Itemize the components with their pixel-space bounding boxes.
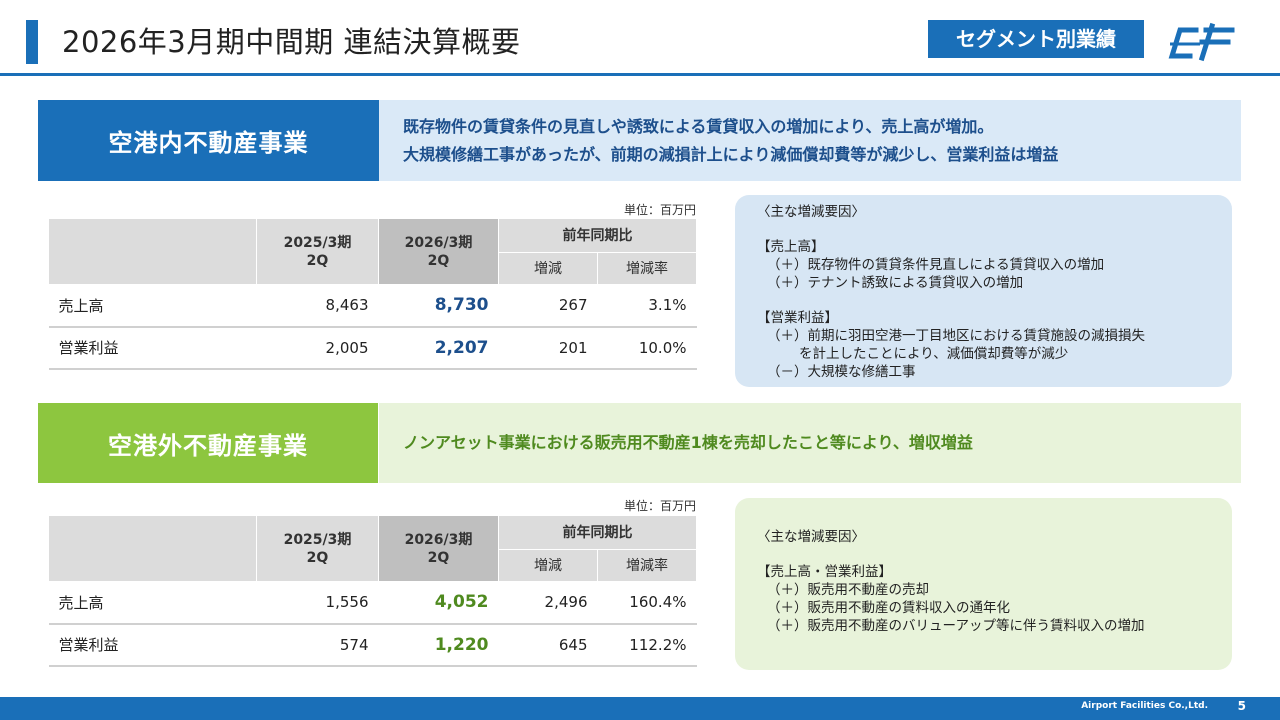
- factor-item-continued: を計上したことにより、減価償却費等が減少: [799, 346, 1069, 362]
- section2-desc-line: ノンアセット事業における販売用不動産1棟を売却したこと等により、増収増益: [403, 433, 973, 452]
- section1-desc-line: 既存物件の賃貸条件の見直しや誘致による賃貸収入の増加により、売上高が増加。: [403, 116, 994, 136]
- factors-heading: 〈主な増減要因〉: [757, 529, 865, 545]
- cell-rate: 160.4%: [597, 581, 697, 625]
- cell-diff: 645: [498, 623, 598, 667]
- factor-item: （＋）販売用不動産の売却: [767, 582, 929, 598]
- section2-description: ノンアセット事業における販売用不動産1棟を売却したこと等により、増収増益: [379, 403, 1241, 483]
- col-header-cur: 2026/3期 2Q: [378, 218, 499, 285]
- page-title: 2026年3月期中間期 連結決算概要: [62, 25, 521, 59]
- table-row: 営業利益 2,005 2,207 201 10.0%: [48, 326, 697, 370]
- col-header-prev: 2025/3期 2Q: [256, 218, 379, 285]
- factors-combined-heading: 【売上高・営業利益】: [757, 564, 892, 580]
- cell-prev: 1,556: [256, 581, 379, 625]
- page-number: 5: [1237, 699, 1246, 713]
- factors-profit-heading: 【営業利益】: [757, 310, 838, 326]
- company-logo-icon: [1168, 22, 1235, 62]
- cell-prev: 574: [256, 623, 379, 667]
- factors-sales-heading: 【売上高】: [757, 239, 825, 255]
- row-label: 売上高: [48, 284, 257, 328]
- factor-item: （＋）販売用不動産の賃料収入の通年化: [767, 600, 1010, 616]
- col-header-yoy: 前年同期比: [498, 218, 697, 253]
- col-header-diff: 増減: [498, 549, 598, 582]
- footer-company: Airport Facilities Co.,Ltd.: [1081, 701, 1208, 711]
- segment-badge: セグメント別業績: [928, 20, 1144, 58]
- section2-factors-box: 〈主な増減要因〉 【売上高・営業利益】 （＋）販売用不動産の売却 （＋）販売用不…: [735, 498, 1232, 670]
- col-header-yoy: 前年同期比: [498, 515, 697, 550]
- factor-item: （＋）テナント誘致による賃貸収入の増加: [767, 275, 1024, 291]
- title-accent-bar: [26, 20, 38, 64]
- section1-table: 2025/3期 2Q 2026/3期 2Q 前年同期比 増減 増減率 売上高 8,4…: [48, 218, 697, 370]
- row-label: 営業利益: [48, 623, 257, 667]
- col-header-rate: 増減率: [597, 549, 697, 582]
- factor-item: （＋）既存物件の賃貸条件見直しによる賃貸収入の増加: [767, 257, 1105, 273]
- footer-bar: Airport Facilities Co.,Ltd. 5: [0, 697, 1280, 720]
- cell-cur: 1,220: [378, 623, 499, 667]
- section1-label: 空港内不動産事業: [38, 100, 379, 181]
- cell-cur: 8,730: [378, 284, 499, 328]
- section1-unit-label: 単位：百万円: [623, 203, 696, 217]
- cell-diff: 267: [498, 284, 598, 328]
- table-row: 売上高 8,463 8,730 267 3.1%: [48, 284, 697, 328]
- cell-prev: 8,463: [256, 284, 379, 328]
- cell-rate: 3.1%: [597, 284, 697, 328]
- factor-item: （＋）前期に羽田空港一丁目地区における賃貸施設の減損損失: [767, 328, 1145, 344]
- row-label: 売上高: [48, 581, 257, 625]
- section2-table: 2025/3期 2Q 2026/3期 2Q 前年同期比 増減 増減率 売上高 1,5…: [48, 515, 697, 667]
- table-corner: [48, 515, 257, 582]
- factor-item: （＋）販売用不動産のバリューアップ等に伴う賃料収入の増加: [767, 618, 1145, 634]
- col-header-cur: 2026/3期 2Q: [378, 515, 499, 582]
- table-corner: [48, 218, 257, 285]
- cell-cur: 2,207: [378, 326, 499, 370]
- col-header-rate: 増減率: [597, 252, 697, 285]
- table-row: 売上高 1,556 4,052 2,496 160.4%: [48, 581, 697, 625]
- header-divider: [0, 73, 1280, 76]
- section1-description: 既存物件の賃貸条件の見直しや誘致による賃貸収入の増加により、売上高が増加。 大規…: [379, 100, 1241, 181]
- section1-factors-box: 〈主な増減要因〉 【売上高】 （＋）既存物件の賃貸条件見直しによる賃貸収入の増加…: [735, 195, 1232, 387]
- section2-unit-label: 単位：百万円: [623, 499, 696, 513]
- section1-desc-line: 大規模修繕工事があったが、前期の減損計上により減価償却費等が減少し、営業利益は増…: [403, 144, 1059, 164]
- cell-diff: 201: [498, 326, 598, 370]
- cell-cur: 4,052: [378, 581, 499, 625]
- cell-prev: 2,005: [256, 326, 379, 370]
- row-label: 営業利益: [48, 326, 257, 370]
- cell-diff: 2,496: [498, 581, 598, 625]
- col-header-diff: 増減: [498, 252, 598, 285]
- cell-rate: 10.0%: [597, 326, 697, 370]
- factor-item: （－）大規模な修繕工事: [767, 364, 916, 380]
- cell-rate: 112.2%: [597, 623, 697, 667]
- factors-heading: 〈主な増減要因〉: [757, 204, 865, 220]
- table-row: 営業利益 574 1,220 645 112.2%: [48, 623, 697, 667]
- col-header-prev: 2025/3期 2Q: [256, 515, 379, 582]
- section2-label: 空港外不動産事業: [38, 403, 378, 483]
